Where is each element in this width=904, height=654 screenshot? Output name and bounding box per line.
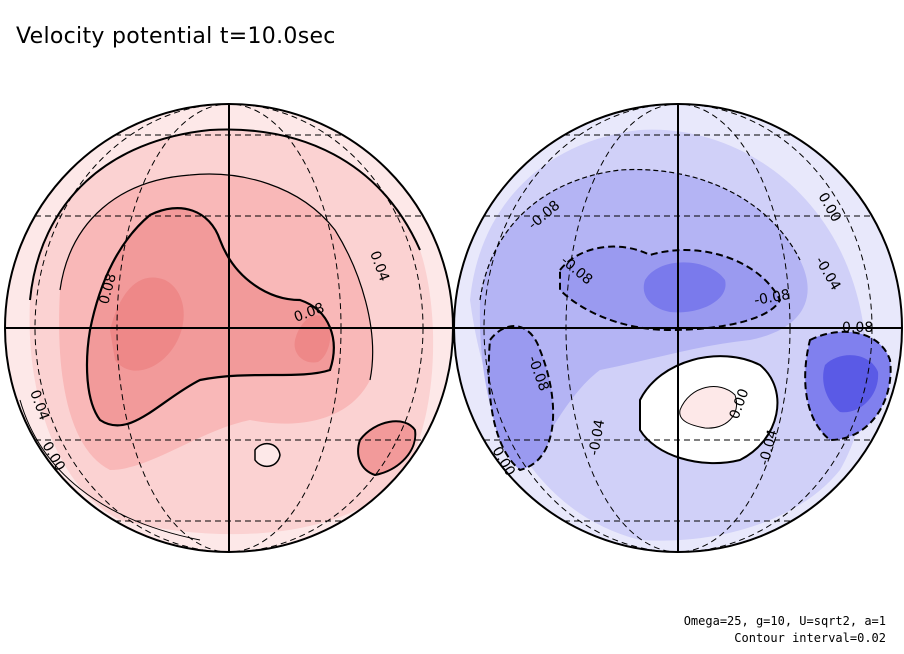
left-label-1: 0.08 — [96, 272, 120, 306]
right-hemisphere-border — [453, 103, 903, 553]
right-region-west — [488, 326, 554, 470]
plot-title: Velocity potential t=10.0sec — [16, 24, 336, 49]
left-contour-blob — [357, 420, 417, 477]
left-contour-000 — [29, 128, 421, 301]
right-region-strongest — [643, 262, 726, 313]
left-region-strong — [87, 208, 334, 426]
left-contour-004 — [59, 173, 374, 381]
right-region-east-strong — [823, 355, 879, 413]
right-label-3: -0.08 — [753, 287, 791, 309]
right-contour-neg004 — [479, 168, 801, 301]
left-region-strongest — [110, 277, 184, 371]
footer-contour-interval: Contour interval=0.02 — [734, 631, 886, 645]
right-label-8: -0.04 — [586, 418, 608, 457]
left-contour-small — [254, 443, 281, 467]
right-contour-neg008-c — [804, 330, 892, 442]
left-contour-008 — [85, 207, 335, 427]
right-contour-positive — [679, 386, 738, 429]
right-region-positive — [679, 386, 737, 429]
right-label-6: -0.08 — [837, 320, 873, 336]
left-contour-outer — [19, 399, 201, 541]
right-contour-neg008-a — [559, 245, 782, 332]
footer-parameters: Omega=25, g=10, U=sqrt2, a=1 — [683, 614, 886, 628]
